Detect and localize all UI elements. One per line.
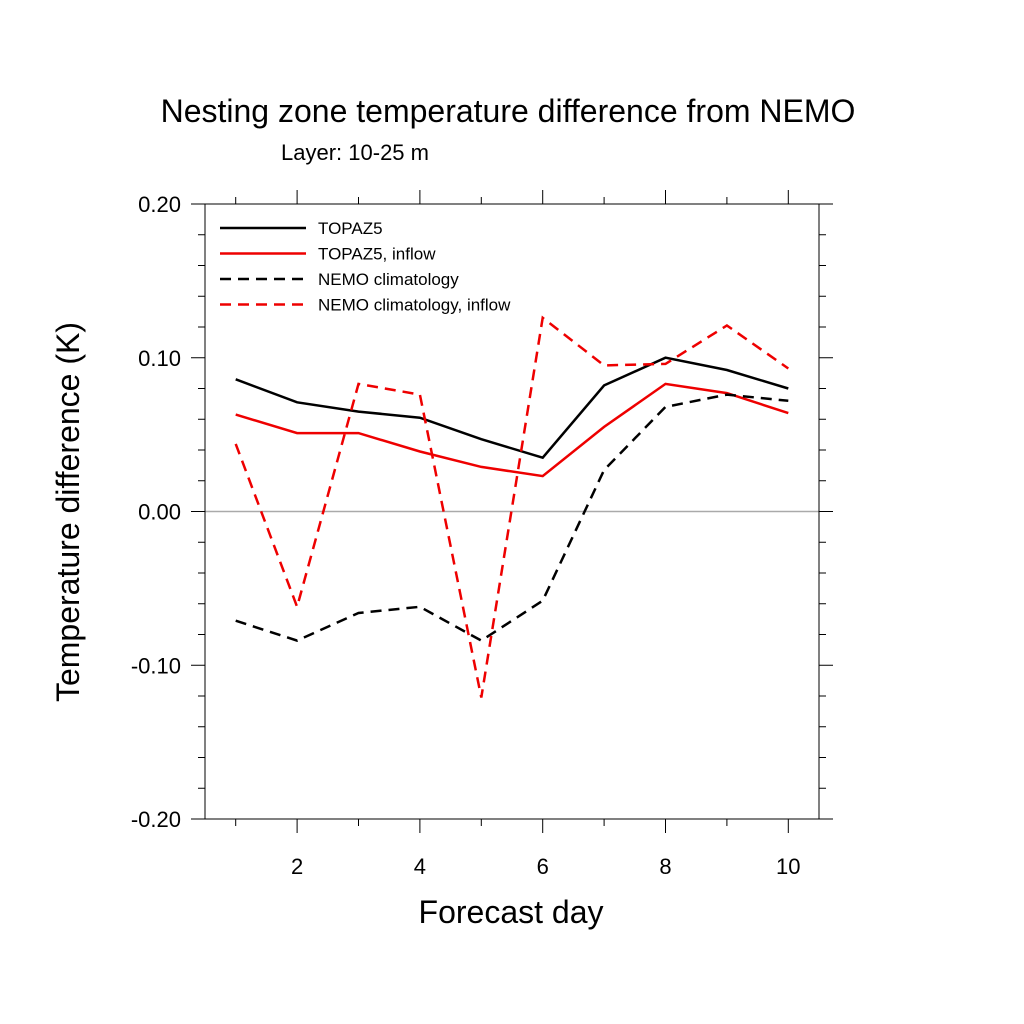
series-line-4 — [234, 315, 790, 698]
legend-label: NEMO climatology — [318, 270, 459, 289]
axis-ticks — [191, 190, 833, 833]
series-line-3 — [235, 393, 789, 643]
x-tick-label: 4 — [414, 854, 426, 879]
legend-label: TOPAZ5 — [318, 219, 383, 238]
x-tick-label: 8 — [659, 854, 671, 879]
y-tick-label: 0.00 — [138, 500, 181, 525]
series-line-1 — [235, 356, 789, 460]
x-axis-title: Forecast day — [419, 894, 604, 930]
y-tick-label: 0.20 — [138, 192, 181, 217]
y-tick-label: -0.20 — [131, 807, 181, 832]
x-tick-label: 6 — [537, 854, 549, 879]
y-axis-title: Temperature difference (K) — [50, 322, 86, 702]
x-tick-label: 10 — [776, 854, 800, 879]
legend-label: TOPAZ5, inflow — [318, 245, 436, 264]
chart-subtitle: Layer: 10-25 m — [281, 140, 429, 165]
chart-title: Nesting zone temperature difference from… — [161, 93, 856, 129]
series-lines — [234, 315, 790, 698]
series-line-2 — [235, 382, 789, 478]
legend: TOPAZ5 TOPAZ5, inflow NEMO climatology NEMO… — [220, 219, 511, 315]
axis-tick-labels: 2 4 6 8 10 -0.20 -0.10 0.00 0.10 0.20 — [131, 192, 801, 879]
x-tick-label: 2 — [291, 854, 303, 879]
legend-label: NEMO climatology, inflow — [318, 296, 511, 315]
y-tick-label: -0.10 — [131, 653, 181, 678]
y-tick-label: 0.10 — [138, 346, 181, 371]
